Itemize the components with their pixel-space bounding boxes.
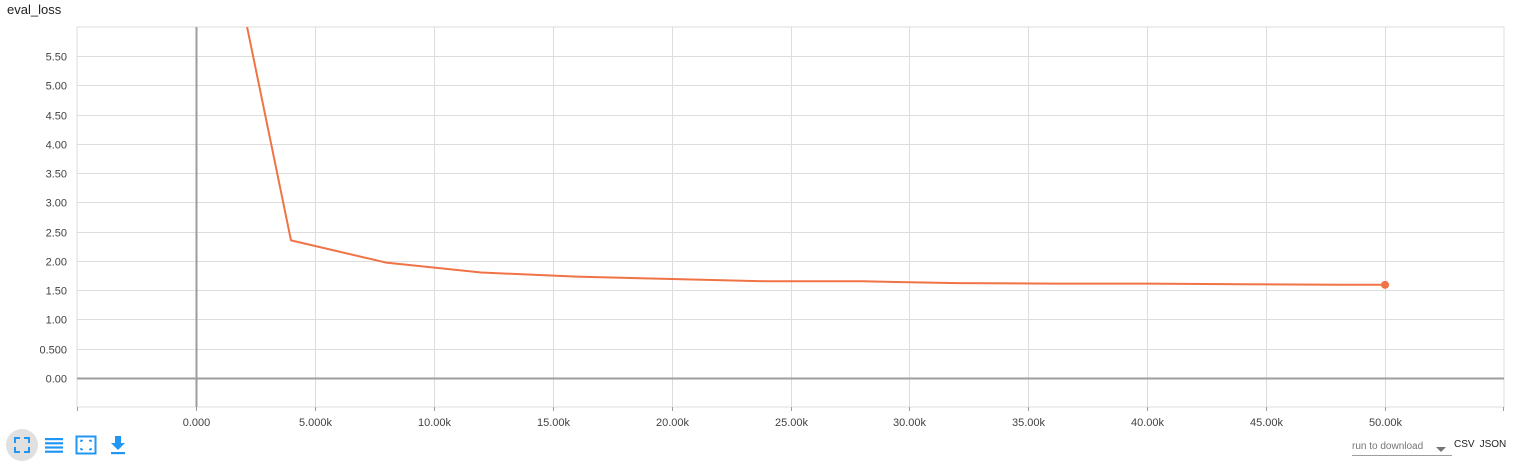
y-tick-label: 5.50 — [46, 52, 67, 64]
download-json-link[interactable]: JSON — [1479, 439, 1507, 450]
y-tick-label: 3.00 — [46, 198, 67, 210]
y-tick-label: 1.50 — [46, 286, 67, 298]
x-tick-label: 35.00k — [1012, 417, 1046, 429]
download-icon — [111, 436, 125, 455]
y-tick-label: 4.50 — [46, 111, 67, 123]
x-tick-label: 30.00k — [893, 417, 927, 429]
series-layer — [246, 27, 1390, 289]
y-tick-label: 5.00 — [46, 81, 67, 93]
plot-frame — [76, 26, 1505, 408]
download-csv-link[interactable]: CSV — [1454, 439, 1475, 450]
y-tick-label: 2.00 — [46, 257, 67, 269]
x-tick-label: 40.00k — [1131, 417, 1165, 429]
x-axis-ticks: 0.000 5.000k 10.00k 15.00k 20.00k 25.00k 30.00… — [183, 407, 1403, 429]
x-tick-label: 10.00k — [418, 417, 452, 429]
grid-lines — [76, 26, 1505, 408]
x-tick-label: 25.00k — [775, 417, 809, 429]
line-chart: 0.00 0.500 1.00 1.50 2.00 2.50 3.00 3.50 4.00 4.5… — [39, 26, 1505, 429]
x-tick-label: 45.00k — [1250, 417, 1284, 429]
x-tick-label: 0.000 — [183, 417, 211, 429]
fullscreen-icon — [14, 437, 30, 453]
y-tick-label: 2.50 — [46, 228, 67, 240]
y-tick-label: 1.00 — [46, 315, 67, 327]
x-tick-label: 5.000k — [299, 417, 333, 429]
download-chart-button[interactable] — [102, 429, 134, 461]
x-tick-label: 15.00k — [537, 417, 571, 429]
run-select-dropdown[interactable]: run to download — [1352, 438, 1452, 456]
log-scale-icon — [45, 438, 63, 453]
y-tick-label: 0.00 — [46, 374, 67, 386]
series-line — [246, 27, 1386, 286]
fit-domain-icon — [75, 435, 97, 455]
toggle-log-scale-button[interactable] — [38, 429, 70, 461]
y-tick-label: 4.00 — [46, 140, 67, 152]
x-tick-label: 50.00k — [1369, 417, 1403, 429]
download-controls: run to download CSV JSON — [1352, 438, 1506, 456]
y-axis-ticks: 0.00 0.500 1.00 1.50 2.00 2.50 3.00 3.50 4.00 4.5… — [39, 52, 67, 386]
x-tick-label: 20.00k — [656, 417, 690, 429]
chart-title: eval_loss — [7, 2, 62, 17]
chart-toolbar — [6, 428, 134, 462]
fit-domain-button[interactable] — [70, 429, 102, 461]
last-point-marker — [1381, 280, 1390, 289]
y-tick-label: 0.500 — [39, 345, 67, 357]
run-select-placeholder: run to download — [1352, 441, 1424, 452]
y-tick-label: 3.50 — [46, 169, 67, 181]
axes — [77, 27, 1504, 411]
chevron-down-icon — [1436, 447, 1446, 452]
toggle-fullscreen-button[interactable] — [6, 429, 38, 461]
